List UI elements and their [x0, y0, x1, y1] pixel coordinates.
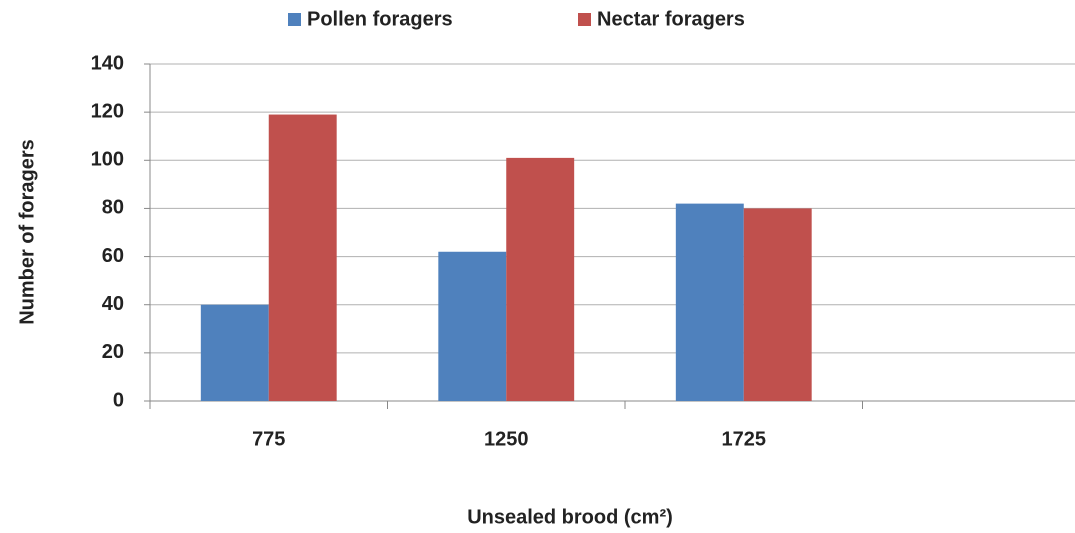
y-tick-label: 0 — [113, 389, 124, 411]
legend-swatch — [288, 13, 301, 26]
legend-swatch — [578, 13, 591, 26]
x-tick-label: 775 — [252, 428, 285, 450]
y-axis-label: Number of foragers — [16, 139, 38, 325]
y-tick-label: 40 — [102, 293, 124, 315]
y-tick-label: 140 — [91, 52, 124, 74]
x-tick-label: 1725 — [722, 428, 767, 450]
y-tick-label: 100 — [91, 149, 124, 171]
y-tick-label: 60 — [102, 245, 124, 267]
y-tick-label: 80 — [102, 197, 124, 219]
legend-label: Nectar foragers — [597, 8, 745, 30]
y-tick-label: 20 — [102, 341, 124, 363]
x-axis-label: Unsealed brood (cm²) — [467, 506, 673, 528]
bar — [506, 157, 575, 401]
bar — [743, 208, 812, 401]
bar — [438, 251, 507, 401]
bar — [200, 304, 269, 401]
x-tick-label: 1250 — [484, 428, 529, 450]
legend-label: Pollen foragers — [307, 8, 453, 30]
bar — [675, 203, 744, 401]
y-tick-label: 120 — [91, 100, 124, 122]
bar — [268, 114, 337, 402]
